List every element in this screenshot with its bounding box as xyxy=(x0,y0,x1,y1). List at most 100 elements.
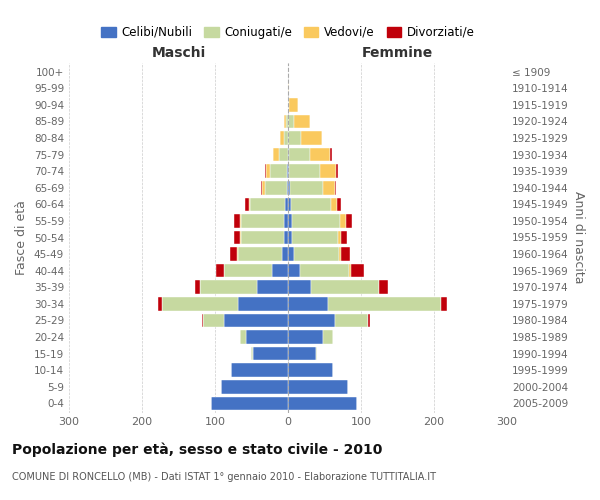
Bar xyxy=(289,98,298,112)
Bar xyxy=(349,264,351,278)
Bar xyxy=(272,264,288,278)
Bar xyxy=(341,230,347,244)
Bar xyxy=(288,230,292,244)
Bar xyxy=(291,198,331,211)
Bar xyxy=(200,280,257,294)
Bar xyxy=(339,248,341,261)
Bar xyxy=(299,264,349,278)
Bar xyxy=(280,131,284,145)
Bar xyxy=(284,214,288,228)
Bar xyxy=(288,330,323,344)
Bar xyxy=(335,181,336,194)
Text: Popolazione per età, sesso e stato civile - 2010: Popolazione per età, sesso e stato civil… xyxy=(12,442,382,457)
Bar xyxy=(257,280,288,294)
Bar xyxy=(211,396,288,410)
Bar xyxy=(248,198,250,211)
Bar xyxy=(292,214,340,228)
Bar xyxy=(341,248,350,261)
Bar xyxy=(287,181,288,194)
Bar xyxy=(288,114,294,128)
Bar xyxy=(265,181,287,194)
Bar xyxy=(162,297,238,310)
Bar xyxy=(288,347,316,360)
Bar xyxy=(271,164,287,178)
Bar xyxy=(323,330,333,344)
Bar xyxy=(251,347,253,360)
Bar xyxy=(284,131,288,145)
Bar xyxy=(288,198,291,211)
Bar xyxy=(288,131,301,145)
Bar xyxy=(253,347,288,360)
Bar xyxy=(338,230,341,244)
Bar xyxy=(288,82,289,95)
Bar xyxy=(262,181,265,194)
Y-axis label: Fasce di età: Fasce di età xyxy=(16,200,28,275)
Text: Maschi: Maschi xyxy=(151,46,206,60)
Bar xyxy=(285,198,288,211)
Bar xyxy=(288,297,328,310)
Bar xyxy=(288,396,358,410)
Bar xyxy=(351,264,364,278)
Text: COMUNE DI RONCELLO (MB) - Dati ISTAT 1° gennaio 2010 - Elaborazione TUTTITALIA.I: COMUNE DI RONCELLO (MB) - Dati ISTAT 1° … xyxy=(12,472,436,482)
Bar xyxy=(230,248,237,261)
Bar xyxy=(331,198,337,211)
Bar xyxy=(288,364,333,377)
Bar xyxy=(224,264,272,278)
Bar xyxy=(158,297,162,310)
Legend: Celibi/Nubili, Coniugati/e, Vedovi/e, Divorziati/e: Celibi/Nubili, Coniugati/e, Vedovi/e, Di… xyxy=(97,21,479,44)
Bar xyxy=(310,148,331,162)
Bar xyxy=(294,114,310,128)
Bar xyxy=(245,198,248,211)
Bar xyxy=(288,148,289,162)
Bar xyxy=(288,248,294,261)
Bar xyxy=(240,230,241,244)
Bar xyxy=(203,314,224,327)
Bar xyxy=(288,164,289,178)
Bar xyxy=(336,164,338,178)
Bar xyxy=(250,198,285,211)
Bar xyxy=(217,264,224,278)
Text: Femmine: Femmine xyxy=(362,46,433,60)
Bar xyxy=(261,181,262,194)
Bar xyxy=(241,230,284,244)
Bar xyxy=(240,214,241,228)
Bar xyxy=(221,380,288,394)
Bar xyxy=(290,181,323,194)
Bar xyxy=(301,131,322,145)
Bar xyxy=(234,214,240,228)
Bar xyxy=(288,314,335,327)
Bar xyxy=(231,364,288,377)
Bar xyxy=(287,164,288,178)
Bar xyxy=(346,214,352,228)
Bar xyxy=(337,198,341,211)
Bar xyxy=(274,148,279,162)
Bar xyxy=(320,164,336,178)
Bar xyxy=(340,214,346,228)
Bar xyxy=(292,230,338,244)
Bar xyxy=(284,114,286,128)
Bar xyxy=(224,314,288,327)
Bar xyxy=(316,347,317,360)
Bar xyxy=(289,164,320,178)
Bar xyxy=(238,297,288,310)
Bar xyxy=(288,280,311,294)
Bar xyxy=(288,264,299,278)
Bar xyxy=(282,248,288,261)
Bar xyxy=(284,230,288,244)
Bar xyxy=(289,148,310,162)
Bar xyxy=(288,181,290,194)
Bar xyxy=(442,297,447,310)
Bar xyxy=(294,248,339,261)
Bar xyxy=(241,214,284,228)
Y-axis label: Anni di nascita: Anni di nascita xyxy=(572,191,585,284)
Bar xyxy=(288,214,292,228)
Bar xyxy=(335,314,368,327)
Bar xyxy=(328,297,442,310)
Bar xyxy=(288,98,289,112)
Bar xyxy=(288,380,348,394)
Bar xyxy=(311,280,379,294)
Bar xyxy=(237,248,238,261)
Bar xyxy=(194,280,200,294)
Bar xyxy=(368,314,370,327)
Bar xyxy=(266,164,271,178)
